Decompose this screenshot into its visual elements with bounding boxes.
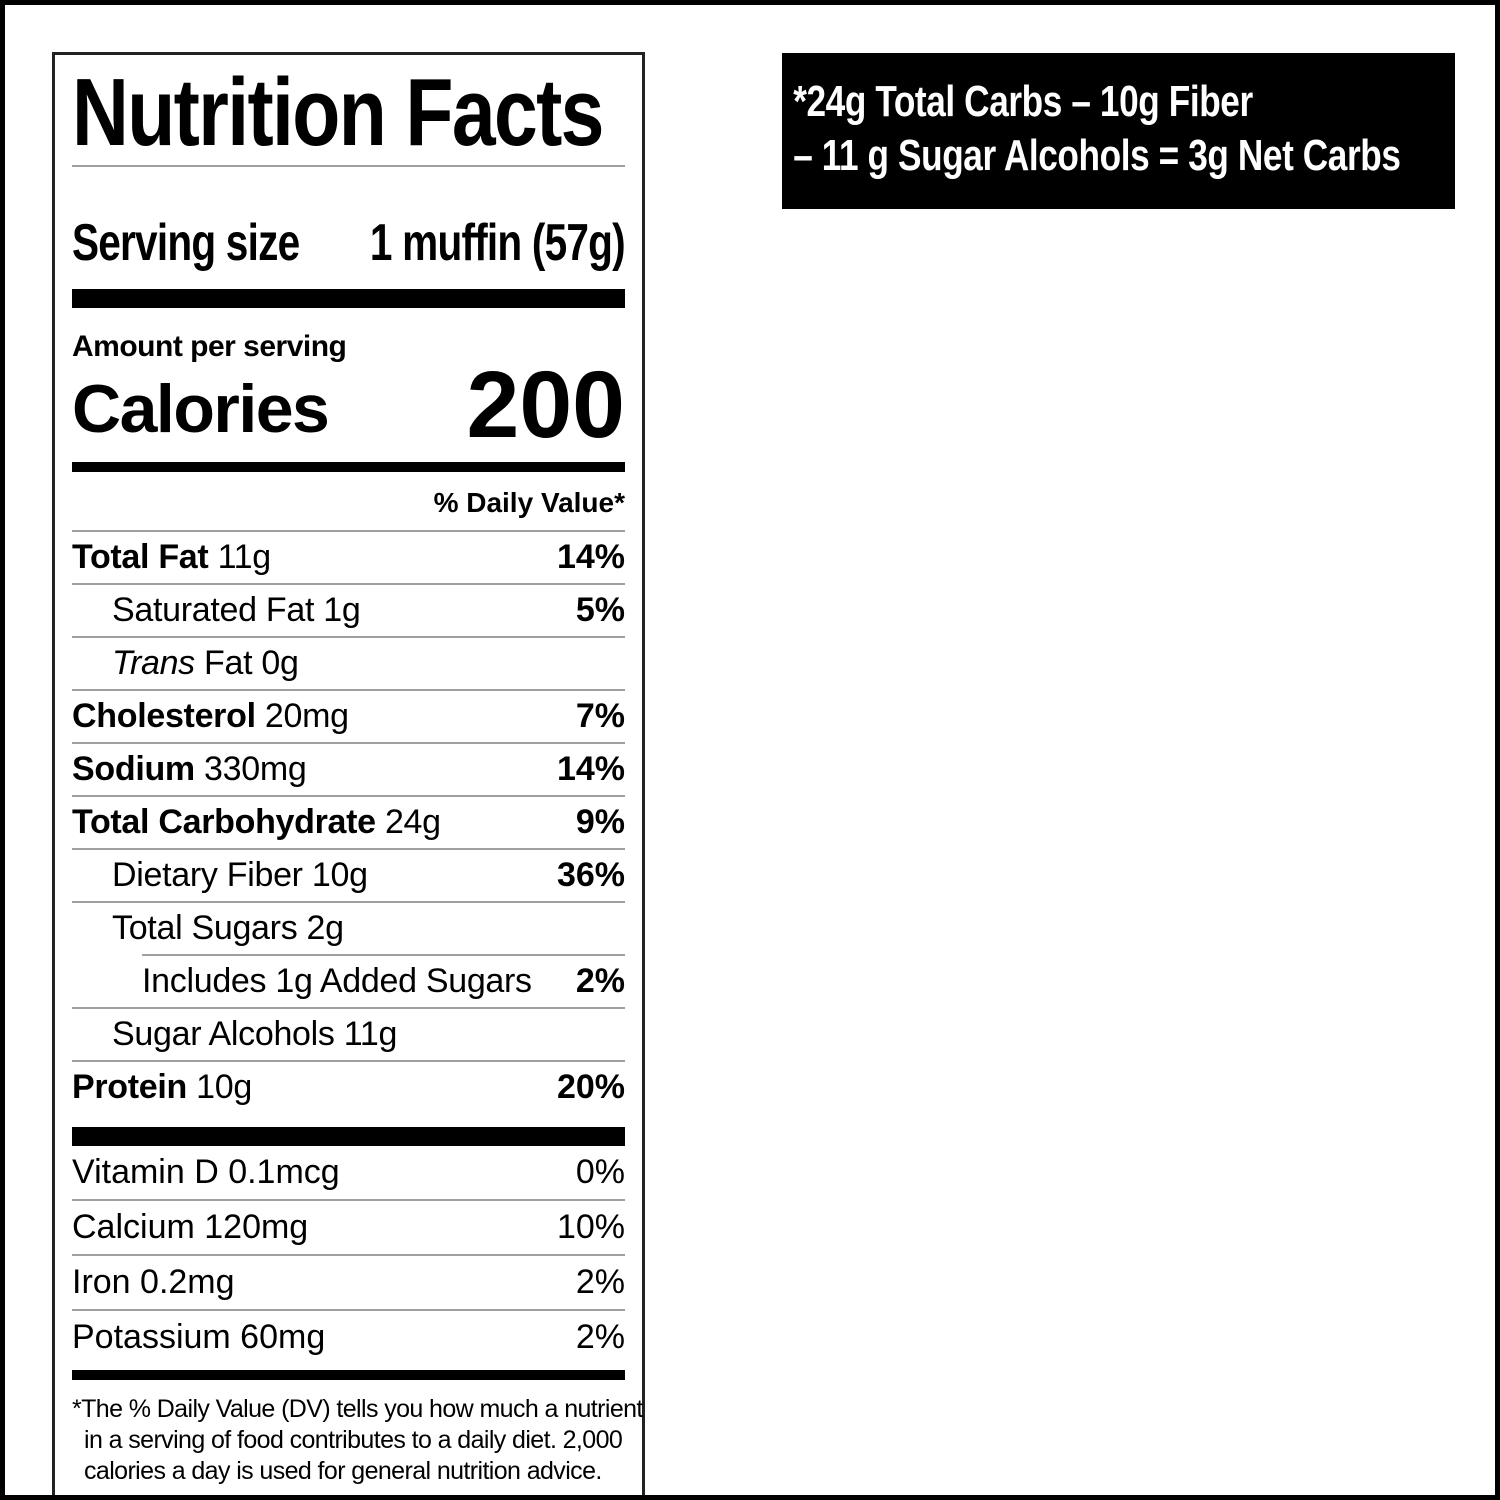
- thin-separator-bar: [72, 1370, 625, 1380]
- spacer: [72, 167, 625, 213]
- nutrient-name: Protein: [72, 1068, 188, 1106]
- daily-value-footnote: *The % Daily Value (DV) tells you how mu…: [72, 1380, 643, 1487]
- vitamin-name: Iron 0.2mg: [72, 1263, 235, 1301]
- vitamin-name: Vitamin D 0.1mcg: [72, 1153, 340, 1191]
- nutrient-amount: Saturated Fat 1g: [112, 591, 361, 629]
- callout-line-1: *24g Total Carbs – 10g Fiber: [793, 77, 1253, 126]
- nutrient-name: Trans: [112, 644, 195, 682]
- nutrient-percent: 14%: [556, 750, 625, 788]
- vitamin-percent: 2%: [575, 1318, 625, 1356]
- title-divider: [72, 165, 625, 167]
- nutrient-name: Cholesterol: [72, 697, 256, 735]
- nutrient-row-protein: Protein 10g 20%: [72, 1060, 625, 1113]
- nutrient-name: Total Fat: [72, 538, 209, 576]
- nutrient-name: Total Carbohydrate: [72, 803, 376, 841]
- nutrient-percent: 5%: [575, 591, 625, 629]
- vitamin-percent: 2%: [575, 1263, 625, 1301]
- nutrient-amount: 330mg: [194, 750, 307, 788]
- nutrition-facts-label: Nutrition Facts Serving size 1 muffin (5…: [52, 52, 645, 1495]
- nutrient-row-cholesterol: Cholesterol 20mg 7%: [72, 689, 625, 742]
- nutrient-amount: Total Sugars 2g: [112, 909, 344, 947]
- serving-size-label: Serving size: [72, 214, 300, 272]
- label-title: Nutrition Facts: [72, 59, 604, 166]
- nutrient-row-total-carbohydrate: Total Carbohydrate 24g 9%: [72, 795, 625, 848]
- nutrient-row-total-fat: Total Fat 11g 14%: [72, 530, 625, 583]
- amount-per-serving-label: Amount per serving: [72, 330, 347, 363]
- nutrient-row-added-sugars: Includes 1g Added Sugars 2%: [72, 956, 625, 1007]
- nutrient-amount: 10g: [187, 1068, 253, 1106]
- nutrient-row-sugar-alcohols: Sugar Alcohols 11g: [72, 1007, 625, 1060]
- nutrient-percent: 2%: [575, 962, 625, 1000]
- nutrient-percent: 20%: [556, 1068, 625, 1106]
- vitamin-row-calcium: Calcium 120mg 10%: [72, 1199, 625, 1254]
- nutrient-amount: 24g: [375, 803, 441, 841]
- vitamin-row-iron: Iron 0.2mg 2%: [72, 1254, 625, 1309]
- nutrient-row-total-sugars: Total Sugars 2g: [72, 901, 625, 954]
- nutrient-row-trans-fat: Trans Fat 0g: [72, 636, 625, 689]
- footnote-line: in a serving of food contributes to a da…: [84, 1426, 623, 1454]
- thin-separator-bar: [72, 462, 625, 472]
- serving-size-row: Serving size 1 muffin (57g): [72, 213, 626, 272]
- callout-line-2: – 11 g Sugar Alcohols = 3g Net Carbs: [793, 131, 1401, 180]
- calories-value: 200: [466, 352, 625, 458]
- nutrient-percent: 9%: [575, 803, 625, 841]
- indented-divider: [142, 954, 625, 956]
- net-carbs-callout-box: *24g Total Carbs – 10g Fiber – 11 g Suga…: [782, 53, 1455, 209]
- nutrient-amount: Dietary Fiber 10g: [112, 856, 368, 894]
- net-carbs-callout-text: *24g Total Carbs – 10g Fiber – 11 g Suga…: [782, 53, 1401, 183]
- nutrient-amount: 20mg: [255, 697, 349, 735]
- vitamin-percent: 0%: [575, 1153, 625, 1191]
- nutrient-amount: Includes 1g Added Sugars: [142, 962, 532, 1000]
- thick-separator-bar: [72, 1127, 625, 1146]
- calories-row: Calories 200: [72, 352, 625, 458]
- vitamin-row-vitamin-d: Vitamin D 0.1mcg 0%: [72, 1146, 625, 1199]
- nutrient-percent: 14%: [556, 538, 625, 576]
- vitamin-name: Potassium 60mg: [72, 1318, 326, 1356]
- nutrient-row-saturated-fat: Saturated Fat 1g 5%: [72, 583, 625, 636]
- nutrient-row-sodium: Sodium 330mg 14%: [72, 742, 625, 795]
- vitamin-percent: 10%: [556, 1208, 625, 1246]
- footnote-line: calories a day is used for general nutri…: [84, 1457, 602, 1485]
- vitamin-name: Calcium 120mg: [72, 1208, 309, 1246]
- nutrient-percent: 36%: [556, 856, 625, 894]
- thick-separator-bar: [72, 289, 625, 308]
- vitamin-row-potassium: Potassium 60mg 2%: [72, 1309, 625, 1364]
- nutrient-percent: 7%: [575, 697, 625, 735]
- nutrient-amount: 11g: [208, 538, 272, 576]
- nutrient-row-dietary-fiber: Dietary Fiber 10g 36%: [72, 848, 625, 901]
- serving-size-value: 1 muffin (57g): [370, 214, 626, 272]
- nutrient-amount: Sugar Alcohols 11g: [112, 1015, 398, 1053]
- nutrient-name: Sodium: [72, 750, 195, 788]
- nutrient-amount: Fat 0g: [194, 644, 299, 682]
- footnote-line: *The % Daily Value (DV) tells you how mu…: [72, 1395, 643, 1423]
- calories-label: Calories: [72, 371, 330, 447]
- daily-value-header: % Daily Value*: [433, 487, 625, 518]
